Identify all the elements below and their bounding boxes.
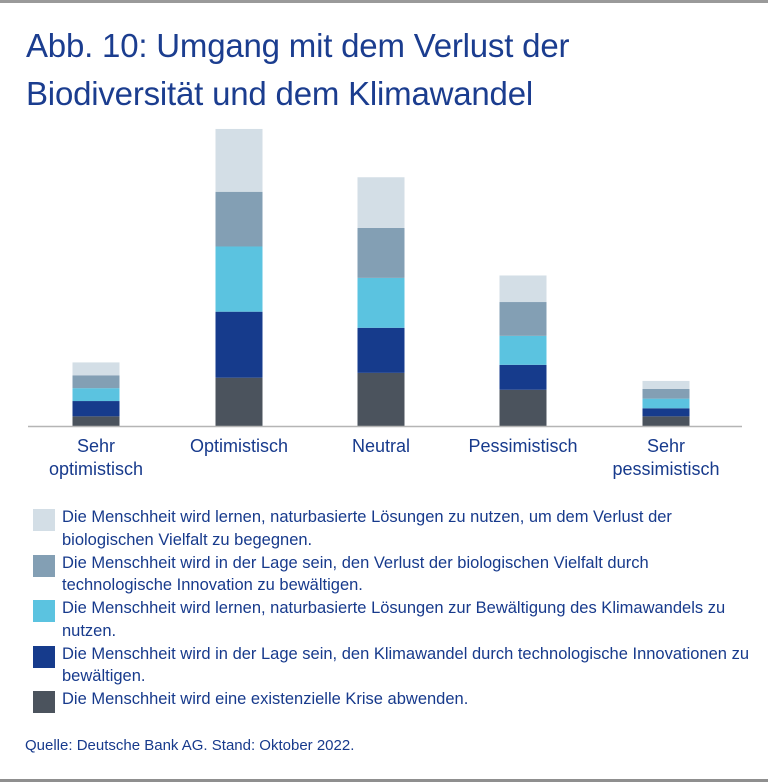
legend-label: Die Menschheit wird lernen, naturbasiert…: [62, 508, 672, 549]
legend-swatch: [33, 554, 55, 577]
x-tick-label-line: optimistisch: [49, 459, 143, 479]
legend-label: Die Menschheit wird in der Lage sein, de…: [62, 644, 749, 686]
x-tick-label: Sehr optimistisch: [49, 436, 143, 479]
bar-segment: [72, 388, 120, 402]
x-tick-label: Pessimistisch: [468, 436, 577, 456]
bar-segment: [499, 302, 547, 336]
bar-segment: [499, 389, 547, 426]
legend-label: Die Menschheit wird lernen, naturbasiert…: [62, 599, 726, 640]
legend-label: Die Menschheit wird eine existenzielle K…: [62, 690, 469, 708]
x-tick-label: Neutral: [352, 436, 410, 456]
bar-segment: [215, 311, 263, 378]
legend-item: Die Menschheit wird in der Lage sein, de…: [33, 552, 753, 597]
bar-segment: [499, 364, 547, 390]
legend-swatch: [33, 691, 55, 713]
x-tick-label-line: Optimistisch: [190, 436, 288, 456]
x-tick-label-line: Neutral: [352, 436, 410, 456]
bottom-border: [0, 779, 768, 782]
bar-segment: [357, 372, 405, 426]
top-border: [0, 0, 768, 3]
legend-item: Die Menschheit wird lernen, naturbasiert…: [33, 506, 753, 551]
bar-segment: [499, 335, 547, 365]
legend-swatch: [33, 600, 55, 622]
bar-segment: [357, 277, 405, 328]
legend-swatch: [33, 645, 55, 668]
legend-item: Die Menschheit wird eine existenzielle K…: [33, 688, 753, 713]
stacked-bar-chart: Sehr optimistisch Optimistisch Neutral Pessi…: [28, 128, 742, 479]
legend-item: Die Menschheit wird lernen, naturbasiert…: [33, 597, 753, 642]
x-tick-label-line: Sehr: [77, 436, 115, 456]
chart-title: Abb. 10: Umgang mit dem Verlust der Biod…: [26, 27, 570, 112]
bar-segment: [72, 401, 120, 417]
bar-segment: [499, 275, 547, 303]
bar-segment: [642, 388, 690, 399]
bar-segment: [72, 362, 120, 376]
bar-segment: [215, 191, 263, 247]
x-tick-label-line: pessimistisch: [612, 459, 719, 479]
legend-label: Die Menschheit wird in der Lage sein, de…: [62, 553, 649, 595]
bar-segment: [357, 327, 405, 373]
bar-segment: [215, 246, 263, 312]
bar-segment: [642, 398, 690, 409]
bar-segment: [642, 380, 690, 389]
bar-segment: [357, 227, 405, 278]
x-tick-label: Optimistisch: [190, 436, 288, 456]
legend-swatch: [33, 509, 55, 531]
bar-segment: [72, 416, 120, 426]
bar-segment: [72, 375, 120, 389]
source-note: Quelle: Deutsche Bank AG. Stand: Oktober…: [25, 737, 355, 754]
bar-segment: [642, 408, 690, 417]
bar-segment: [215, 128, 263, 192]
x-tick-label: Sehr pessimistisch: [612, 436, 719, 479]
bar-segment: [215, 377, 263, 426]
legend-item: Die Menschheit wird in der Lage sein, de…: [33, 643, 753, 688]
bar-segment: [642, 416, 690, 426]
x-tick-label-line: Sehr: [647, 436, 685, 456]
bar-segment: [357, 177, 405, 228]
legend: Die Menschheit wird lernen, naturbasiert…: [33, 506, 753, 713]
x-tick-label-line: Pessimistisch: [468, 436, 577, 456]
